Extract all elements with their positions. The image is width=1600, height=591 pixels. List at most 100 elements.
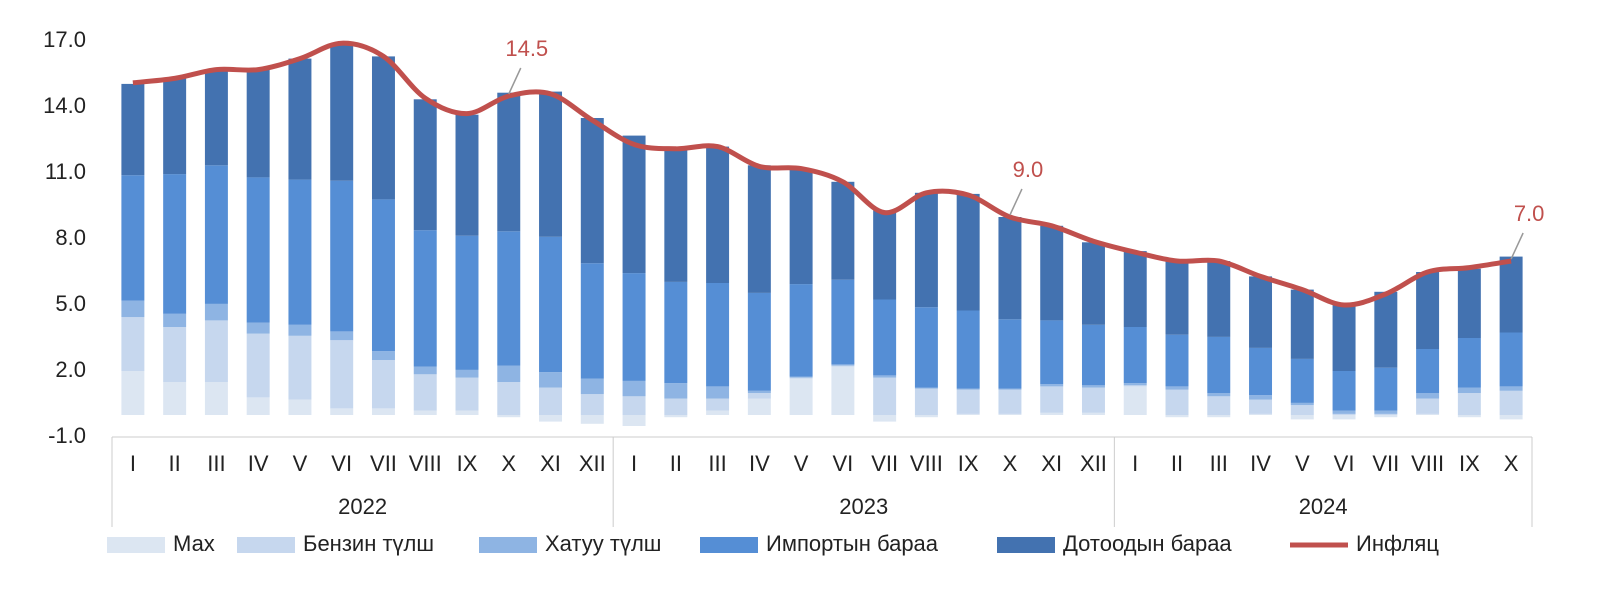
bar-segment — [1332, 305, 1356, 371]
bar-segment — [539, 387, 563, 415]
legend-label: Дотоодын бараа — [1063, 531, 1232, 556]
bar-segment — [706, 410, 730, 415]
bar-segment — [706, 283, 730, 387]
bar-segment — [413, 410, 437, 415]
bar-segment — [163, 313, 187, 327]
bar-segment — [998, 319, 1022, 389]
x-tick-label: XI — [540, 451, 561, 476]
bar-segment — [330, 331, 354, 341]
bar-segment — [789, 376, 813, 378]
bar-segment — [1249, 399, 1273, 414]
bar-segment — [1165, 415, 1189, 418]
x-tick-label: XII — [579, 451, 606, 476]
bar-segment — [622, 396, 646, 415]
bar-segment — [914, 388, 938, 415]
bar-segment — [1416, 272, 1440, 349]
x-tick-label: IV — [1250, 451, 1271, 476]
x-tick-label: X — [1504, 451, 1519, 476]
bar-segment — [580, 263, 604, 379]
bar-segment — [1207, 396, 1231, 415]
bar-segment — [873, 377, 897, 415]
label-leader — [1009, 188, 1023, 216]
bar-segment — [1207, 336, 1231, 393]
x-tick-label: IV — [749, 451, 770, 476]
bar-segment — [706, 398, 730, 411]
bar-segment — [706, 146, 730, 283]
bar-segment — [664, 383, 688, 399]
bar-segment — [413, 374, 437, 411]
bar-segment — [204, 165, 228, 304]
bar-segment — [497, 365, 521, 382]
bar-segment — [747, 165, 771, 293]
bar-segment — [163, 78, 187, 175]
bar-segment — [1374, 367, 1398, 411]
y-tick-label: 2.0 — [55, 357, 86, 382]
bar-segment — [413, 366, 437, 375]
x-tick-label: VI — [832, 451, 853, 476]
bar-segment — [1374, 415, 1398, 418]
line — [132, 40, 1512, 308]
legend-swatch — [107, 537, 165, 553]
bar-segment — [998, 389, 1022, 414]
bar-segment — [246, 333, 270, 398]
bar-segment — [622, 380, 646, 397]
bar-segment — [956, 389, 980, 414]
bar-segment — [664, 398, 688, 415]
bar-segment — [497, 382, 521, 415]
bar-segment — [789, 378, 813, 415]
bar-segment — [1499, 332, 1523, 387]
x-tick-label: VII — [370, 451, 397, 476]
bar-segment — [288, 58, 312, 180]
bar-segment — [246, 322, 270, 334]
bar-segment — [539, 91, 563, 237]
x-tick-label: V — [794, 451, 809, 476]
label-leader — [1510, 232, 1524, 260]
bar-segment — [831, 181, 855, 280]
bar-segment — [1040, 225, 1064, 321]
data-label: 9.0 — [1013, 157, 1044, 182]
bar-segment — [956, 310, 980, 389]
bar-segment — [664, 281, 688, 384]
bar-segment — [330, 45, 354, 181]
bar-segment — [1457, 338, 1481, 388]
x-tick-label: IV — [248, 451, 269, 476]
bar-segment — [1081, 387, 1105, 413]
bar-segment — [747, 292, 771, 391]
bar-segment — [371, 199, 395, 352]
group-label: 2024 — [1299, 494, 1348, 519]
bar-segment — [956, 388, 980, 390]
x-tick-label: II — [670, 451, 682, 476]
group-label: 2022 — [338, 494, 387, 519]
bar-segment — [956, 413, 980, 415]
bar-segment — [664, 147, 688, 282]
bar-segment — [831, 279, 855, 365]
legend-swatch — [237, 537, 295, 553]
legend-label: Инфляц — [1356, 531, 1439, 556]
bar-segment — [246, 68, 270, 178]
bar-segment — [246, 397, 270, 415]
bar-segment — [998, 413, 1022, 415]
x-tick-label: VII — [1372, 451, 1399, 476]
bar-segment — [1499, 415, 1523, 420]
bar-segment — [1416, 398, 1440, 414]
x-tick-label: X — [1003, 451, 1018, 476]
bar-segment — [1416, 413, 1440, 415]
bar-segment — [1290, 415, 1314, 420]
bar-segment — [288, 179, 312, 325]
x-tick-label: VIII — [409, 451, 442, 476]
bar-segment — [1040, 384, 1064, 387]
x-tick-label: I — [631, 451, 637, 476]
bar-segment — [1416, 349, 1440, 393]
bar-segment — [539, 236, 563, 373]
bar-segment — [1332, 413, 1356, 415]
bar-segment — [204, 303, 228, 321]
bar-segment — [1081, 242, 1105, 325]
bar-segment — [163, 327, 187, 382]
bar-segment — [1207, 261, 1231, 337]
bar-segment — [455, 114, 479, 236]
x-tick-label: VI — [331, 451, 352, 476]
bar-segment — [1290, 358, 1314, 403]
bar-segment — [121, 300, 145, 318]
x-tick-label: XI — [1041, 451, 1062, 476]
label-leader — [508, 67, 522, 95]
